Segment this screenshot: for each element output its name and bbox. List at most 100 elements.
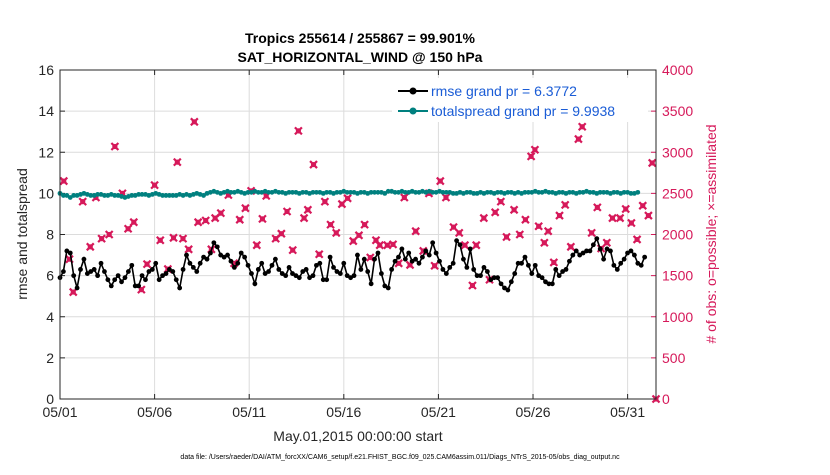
obs-marker-dot: [174, 159, 180, 165]
obs-marker: [632, 235, 642, 244]
obs-marker: [647, 158, 657, 168]
obs-marker-dot: [517, 231, 523, 238]
obs-marker: [388, 240, 398, 249]
legend: rmse grand pr = 6.3772 totalspread grand…: [392, 78, 648, 122]
obs-marker: [608, 213, 617, 223]
legend-spread-marker: [409, 107, 417, 115]
rmse-point: [471, 267, 477, 272]
spread-point: [601, 189, 607, 195]
spread-point: [587, 189, 593, 195]
y-right-tick-label: 500: [662, 350, 686, 366]
y-left-tick-label: 6: [46, 268, 54, 284]
obs-marker-dot: [649, 160, 655, 166]
rmse-point: [125, 269, 131, 274]
obs-marker-dot: [284, 208, 290, 215]
obs-marker: [566, 242, 576, 252]
spread-point: [160, 193, 165, 198]
obs-marker-dot: [443, 194, 449, 201]
obs-marker-dot: [186, 246, 192, 252]
rmse-point: [546, 281, 552, 287]
spread-point: [129, 193, 135, 198]
obs-marker-dot: [545, 228, 551, 234]
rmse-point: [399, 246, 405, 252]
obs-marker: [123, 224, 133, 234]
rmse-point: [539, 275, 545, 281]
obs-marker-dot: [290, 247, 296, 253]
rmse-point: [204, 256, 210, 262]
rmse-point: [228, 258, 234, 264]
obs-marker-dot: [498, 199, 504, 205]
obs-marker: [521, 215, 530, 224]
obs-marker-dot: [242, 205, 249, 211]
obs-marker-dot: [195, 219, 201, 225]
obs-marker-dot: [316, 251, 322, 257]
legend-rmse-label: rmse grand pr = 6.3772: [431, 83, 577, 99]
obs-marker: [294, 126, 303, 136]
obs-marker: [326, 220, 335, 229]
obs-marker-dot: [556, 212, 563, 219]
y-left-tick-label: 2: [46, 350, 54, 366]
obs-marker: [190, 117, 199, 127]
obs-marker-dot: [259, 216, 266, 222]
spread-point: [276, 189, 282, 195]
obs-marker-dot: [568, 244, 574, 250]
obs-marker-dot: [157, 237, 163, 243]
rmse-point: [406, 250, 412, 256]
rmse-point: [132, 283, 138, 289]
obs-marker: [627, 218, 636, 228]
rmse-point: [341, 260, 347, 266]
y-left-tick-label: 4: [46, 309, 54, 325]
spread-point: [628, 190, 634, 196]
obs-marker: [375, 240, 385, 250]
x-tick-label: 05/06: [137, 404, 172, 420]
obs-marker: [593, 203, 602, 212]
rmse-point: [361, 256, 367, 262]
obs-marker-dot: [144, 261, 150, 267]
obs-marker: [549, 258, 559, 267]
rmse-point: [549, 281, 555, 287]
rmse-point: [529, 271, 535, 276]
obs-marker: [252, 240, 262, 250]
obs-marker-dot: [609, 215, 616, 221]
obs-marker: [441, 193, 451, 202]
rmse-point: [457, 242, 463, 248]
obs-marker-dot: [503, 234, 510, 240]
rmse-point: [385, 285, 391, 291]
obs-marker-dot: [645, 212, 652, 219]
obs-marker: [173, 157, 182, 167]
rmse-point: [74, 285, 80, 291]
obs-marker-dot: [469, 282, 476, 289]
rmse-point: [61, 269, 66, 274]
rmse-point: [320, 277, 326, 283]
y-left-tick-label: 10: [38, 185, 54, 201]
obs-marker: [201, 216, 210, 225]
obs-marker-dot: [152, 182, 158, 188]
obs-marker-dot: [87, 244, 93, 250]
obs-marker: [78, 197, 87, 206]
obs-marker-dot: [99, 236, 105, 242]
spread-point: [170, 193, 176, 198]
spread-point: [484, 189, 490, 195]
obs-marker: [258, 214, 267, 224]
spread-point: [577, 189, 583, 195]
rmse-point: [163, 271, 169, 276]
obs-marker-dot: [212, 215, 218, 221]
spread-point: [290, 189, 295, 195]
rmse-point: [136, 283, 142, 289]
obs-marker: [496, 197, 506, 206]
obs-marker: [104, 230, 114, 239]
chart-title-line1: Tropics 255614 / 255867 = 99.901%: [245, 30, 476, 46]
rmse-point: [443, 271, 449, 276]
rmse-point: [235, 260, 241, 266]
rmse-point: [231, 265, 237, 270]
rmse-point: [420, 254, 425, 260]
rmse-point: [553, 267, 559, 272]
rmse-point: [416, 260, 422, 266]
rmse-point: [365, 269, 371, 274]
obs-marker-dot: [536, 223, 542, 229]
spread-point: [95, 192, 101, 197]
obs-marker-dot: [511, 207, 517, 213]
x-tick-label: 05/21: [421, 404, 456, 420]
rmse-point: [512, 271, 518, 276]
spread-point: [495, 189, 501, 195]
